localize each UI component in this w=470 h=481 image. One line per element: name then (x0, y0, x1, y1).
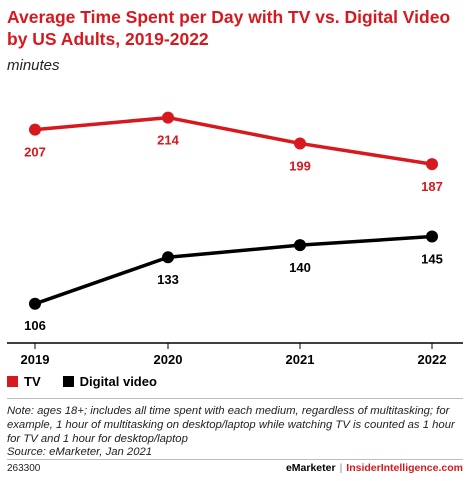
data-point-tv-2021 (294, 137, 306, 150)
data-point-tv-2022 (426, 158, 438, 171)
footer-separator: | (339, 462, 343, 474)
data-label-tv-2020: 214 (157, 133, 179, 148)
chart-id: 263300 (7, 463, 41, 474)
data-label-digital-video-2019: 106 (24, 318, 46, 333)
data-label-tv-2019: 207 (24, 145, 46, 160)
line-chart: 2019 2020 2021 2022 207 214 199 187 106 133 140 145 (7, 111, 463, 367)
note-text: Note: ages 18+; includes all time spent … (7, 405, 455, 445)
data-point-digital-video-2022 (426, 230, 438, 243)
source-text: Source: eMarketer, Jan 2021 (7, 446, 153, 459)
data-point-tv-2020 (162, 111, 174, 124)
site-link[interactable]: InsiderIntelligence.com (346, 462, 463, 474)
legend-item-tv: TV (7, 374, 41, 389)
data-label-digital-video-2020: 133 (157, 272, 179, 287)
data-point-digital-video-2019 (29, 297, 41, 310)
data-label-digital-video-2022: 145 (421, 252, 443, 267)
brand-name: eMarketer (285, 462, 336, 474)
chart-subtitle: minutes (7, 57, 60, 74)
x-tick-label-2020: 2020 (154, 352, 183, 367)
series-line-tv (34, 115, 433, 166)
divider-top (7, 398, 463, 399)
data-point-digital-video-2021 (294, 239, 306, 252)
chart-note: Note: ages 18+; includes all time spent … (7, 405, 465, 460)
legend-swatch-tv (7, 376, 18, 387)
data-point-tv-2019 (29, 123, 41, 136)
data-point-digital-video-2020 (162, 251, 174, 264)
legend: TV Digital video (7, 374, 179, 389)
x-tick-label-2022: 2022 (418, 352, 447, 367)
legend-label-tv: TV (24, 374, 41, 389)
legend-label-digital-video: Digital video (79, 374, 157, 389)
data-label-tv-2021: 199 (289, 158, 311, 173)
data-label-tv-2022: 187 (421, 179, 443, 194)
legend-item-digital-video: Digital video (62, 374, 157, 389)
legend-swatch-digital-video (62, 376, 74, 387)
chart-title: Average Time Spent per Day with TV vs. D… (7, 7, 451, 49)
divider-bottom (7, 459, 463, 460)
x-tick-label-2019: 2019 (21, 352, 50, 367)
data-label-digital-video-2021: 140 (289, 260, 311, 275)
footer-branding: eMarketer | InsiderIntelligence.com (286, 462, 463, 474)
series-line-digital-video (34, 234, 433, 306)
x-tick-label-2021: 2021 (286, 352, 315, 367)
